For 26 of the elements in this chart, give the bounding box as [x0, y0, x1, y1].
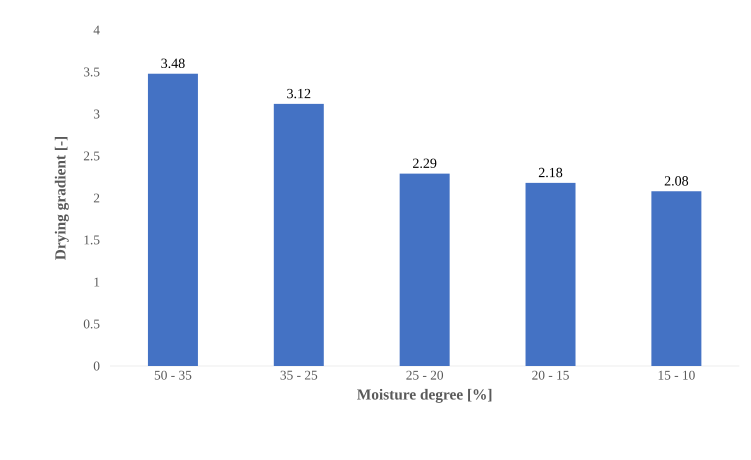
x-tick-label: 15 - 10: [658, 370, 695, 380]
bar: [148, 74, 198, 366]
x-tick-label: 35 - 25: [280, 370, 318, 380]
data-label: 3.48: [161, 58, 185, 68]
data-label: 2.18: [538, 168, 562, 178]
y-tick-label: 3: [94, 110, 100, 118]
bar: [400, 174, 450, 366]
y-tick-label: 2.5: [84, 151, 100, 160]
data-label: 2.29: [413, 158, 436, 168]
bar: [274, 104, 324, 366]
y-tick-label: 1: [94, 278, 100, 286]
bar: [526, 182, 576, 366]
bar: [651, 191, 702, 366]
y-tick-label: 1.5: [84, 235, 100, 244]
x-axis-title: Moisture degree [%]: [357, 388, 492, 403]
x-tick-label: 25 - 20: [406, 370, 444, 380]
y-tick-label: 4: [94, 26, 100, 34]
y-tick-label: 0.5: [84, 319, 100, 329]
y-tick-label: 3.5: [84, 67, 100, 77]
x-tick-label: 50 - 35: [154, 370, 192, 380]
data-label: 3.12: [287, 88, 310, 98]
y-tick-label: 2: [94, 194, 100, 202]
y-tick-label: 0: [94, 361, 100, 370]
data-label: 2.08: [664, 176, 688, 186]
y-axis-title: Drying gradient [-]: [54, 136, 69, 260]
x-tick-label: 20 - 15: [532, 370, 569, 380]
